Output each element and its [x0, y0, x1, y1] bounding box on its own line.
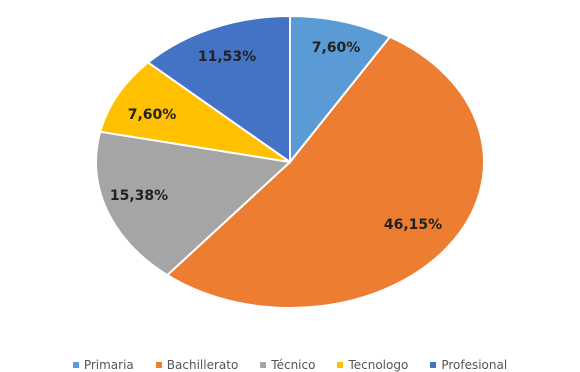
slice-label-profesional: 11,53%	[198, 49, 256, 65]
legend-label: Técnico	[271, 358, 316, 372]
pie-slice-tecnologo	[98, 61, 291, 163]
legend-label: Primaria	[83, 358, 134, 372]
legend-swatch	[260, 362, 267, 368]
slice-label-primaria: 7,60%	[312, 40, 361, 56]
legend-item-primaria: Primaria	[72, 358, 134, 372]
slice-label-técnico: 15,38%	[110, 188, 168, 204]
legend-swatch	[155, 362, 162, 368]
legend-label: Tecnologo	[348, 358, 409, 372]
slice-label-bachillerato: 46,15%	[384, 217, 442, 233]
pie-slice-profesional	[146, 14, 291, 164]
pie-svg: 7,60% 46,15% 15,38% 7,60% 11,53%	[95, 14, 485, 309]
legend-item-técnico: Técnico	[260, 358, 315, 372]
legend-item-tecnologo: Tecnologo	[337, 358, 408, 372]
legend-item-profesional: Profesional	[430, 358, 507, 372]
slice-label-tecnologo: 7,60%	[128, 107, 177, 123]
legend-swatch	[72, 362, 79, 368]
pie-slice-bachillerato	[165, 35, 485, 309]
legend-swatch	[337, 362, 344, 368]
pie-slice-técnico	[95, 130, 293, 277]
legend-swatch	[430, 362, 437, 368]
legend-label: Bachillerato	[166, 358, 239, 372]
legend: Primaria Bachillerato Técnico Tecnologo Prof…	[0, 358, 580, 372]
pie-slice-primaria	[289, 14, 392, 165]
legend-label: Profesional	[441, 358, 508, 372]
legend-item-bachillerato: Bachillerato	[155, 358, 239, 372]
